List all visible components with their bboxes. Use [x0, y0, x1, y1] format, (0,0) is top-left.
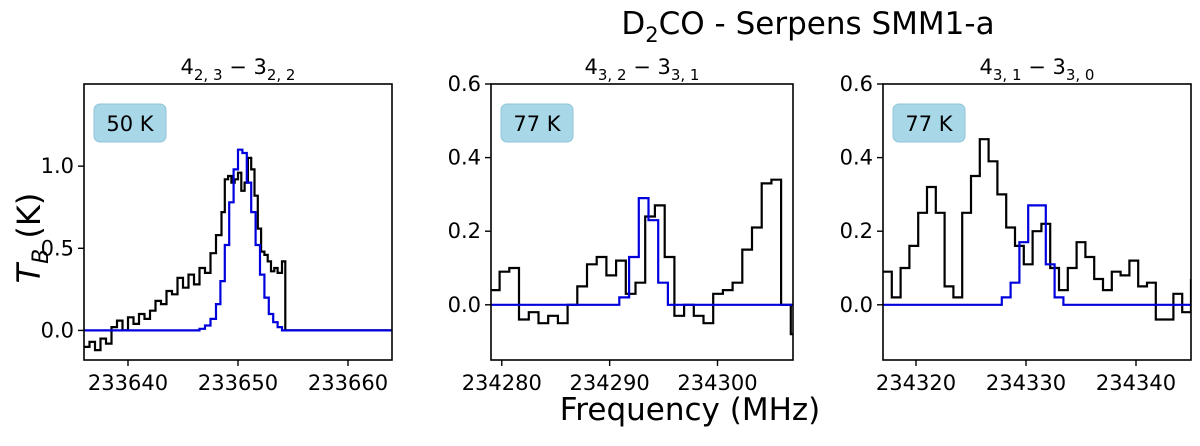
observed-spectrum-line — [883, 138, 1191, 321]
plot-frame — [882, 83, 1192, 361]
temperature-badge: 77 K — [500, 103, 574, 143]
observed-spectrum-line — [84, 156, 392, 352]
x-axis-label: Frequency (MHz) — [560, 392, 821, 428]
y-tick-label: 1.0 — [41, 154, 74, 178]
observed-spectrum-line — [491, 178, 793, 336]
model-spectrum-line — [883, 204, 1191, 306]
x-tick-label: 234320 — [876, 371, 956, 395]
x-tick-label: 233640 — [88, 371, 168, 395]
temperature-badge: 77 K — [892, 103, 966, 143]
y-tick-label: 0.0 — [41, 318, 74, 342]
panel-2: 234280 234290 234300 0.0 0.2 0.4 0.6 43, 2 − 33… — [448, 55, 794, 395]
y-tick-label: 0.2 — [448, 219, 481, 243]
y-tick-label: 0.4 — [840, 146, 873, 170]
panel-subtitle: 43, 1 − 33, 0 — [980, 55, 1095, 84]
panel-subtitle: 43, 2 − 33, 1 — [585, 55, 700, 84]
y-tick-label: 0.5 — [41, 236, 74, 260]
x-tick-label: 233660 — [308, 371, 388, 395]
y-tick-label: 0.6 — [448, 72, 481, 96]
y-tick-label: 0.6 — [840, 72, 873, 96]
temperature-badge: 50 K — [93, 103, 167, 143]
y-tick-label: 0.4 — [448, 146, 481, 170]
panel-3: 234320 234330 234340 0.0 0.2 0.4 0.6 43, 1 − 33… — [840, 55, 1192, 395]
temperature-badge-label: 77 K — [905, 112, 953, 136]
model-spectrum-line — [491, 197, 793, 306]
x-tick-label: 234300 — [677, 371, 757, 395]
x-tick-label: 234340 — [1096, 371, 1176, 395]
x-tick-label: 234280 — [462, 371, 542, 395]
plot-frame — [490, 83, 794, 361]
model-spectrum-line — [84, 148, 392, 332]
figure-title: D2CO - Serpens SMM1-a — [621, 6, 994, 47]
panel-subtitle: 42, 3 − 32, 2 — [181, 55, 296, 84]
y-tick-label: 0.0 — [840, 293, 873, 317]
y-tick-label: 0.0 — [448, 293, 481, 317]
y-axis-label: TB (K) — [10, 193, 54, 284]
temperature-badge-label: 77 K — [513, 112, 561, 136]
y-tick-label: 0.2 — [840, 219, 873, 243]
x-tick-label: 234290 — [570, 371, 650, 395]
x-tick-label: 233650 — [198, 371, 278, 395]
panel-1: 233640 233650 233660 0.0 0.5 1.0 42, 3 − 32, 2… — [41, 55, 393, 395]
x-tick-label: 234330 — [986, 371, 1066, 395]
temperature-badge-label: 50 K — [106, 112, 154, 136]
